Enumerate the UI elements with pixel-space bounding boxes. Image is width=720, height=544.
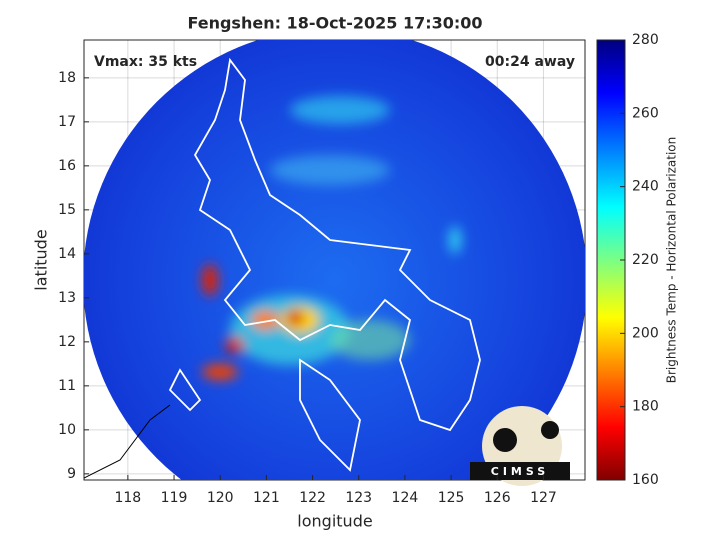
y-tick-label: 14 (58, 246, 76, 262)
colorbar-tick-label: 260 (632, 105, 659, 121)
logo-band (470, 462, 570, 480)
chart-title: Fengshen: 18-Oct-2025 17:30:00 (187, 14, 482, 33)
y-tick-label: 15 (58, 202, 76, 218)
colorbar-tick-label: 160 (632, 472, 659, 488)
colorbar-tick-label: 240 (632, 179, 659, 195)
y-tick-label: 16 (58, 158, 76, 174)
x-tick-label: 123 (345, 490, 372, 506)
annotation: 00:24 away (485, 54, 575, 70)
y-tick-label: 18 (58, 70, 76, 86)
x-axis-label: longitude (297, 512, 372, 531)
satellite-image (84, 40, 585, 480)
colorbar-label: Brightness Temp - Horizontal Polarizatio… (665, 137, 679, 384)
y-axis-label: latitude (32, 229, 51, 290)
x-tick-label: 127 (530, 490, 557, 506)
y-tick-label: 11 (58, 378, 76, 394)
y-tick-label: 17 (58, 114, 76, 130)
colorbar-tick-label: 280 (632, 32, 659, 48)
x-tick-label: 118 (114, 490, 141, 506)
coastline (193, 57, 481, 432)
x-tick-label: 122 (299, 490, 326, 506)
logo: CIMSS (470, 406, 570, 486)
y-tick-label: 13 (58, 290, 76, 306)
y-tick-label: 9 (67, 466, 76, 482)
x-tick-label: 126 (484, 490, 511, 506)
x-tick-label: 121 (253, 490, 280, 506)
coastline (84, 404, 171, 479)
colorbar-tick-label: 180 (632, 399, 659, 415)
logo-dish (493, 428, 517, 452)
x-tick-label: 125 (438, 490, 465, 506)
x-tick-label: 120 (207, 490, 234, 506)
y-tick-label: 12 (58, 334, 76, 350)
coastline (168, 358, 361, 472)
logo-text: CIMSS (491, 465, 549, 478)
logo-tower (541, 421, 559, 439)
x-tick-label: 124 (392, 490, 419, 506)
colorbar-tick-label: 200 (632, 325, 659, 341)
colorbar-tick-label: 220 (632, 252, 659, 268)
y-tick-label: 10 (58, 422, 76, 438)
x-tick-label: 119 (161, 490, 188, 506)
cloud-features (202, 96, 461, 380)
annotation: Vmax: 35 kts (94, 54, 197, 70)
